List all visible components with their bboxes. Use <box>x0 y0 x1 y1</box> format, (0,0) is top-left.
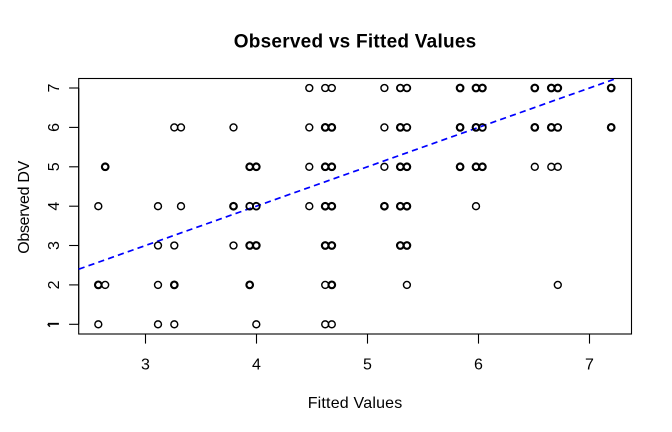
svg-text:6: 6 <box>46 123 63 132</box>
svg-text:5: 5 <box>46 162 63 171</box>
svg-text:Fitted Values: Fitted Values <box>308 395 403 412</box>
svg-text:Observed vs Fitted Values: Observed vs Fitted Values <box>234 31 477 52</box>
svg-text:Observed DV: Observed DV <box>16 160 33 253</box>
svg-text:7: 7 <box>585 356 594 373</box>
svg-text:2: 2 <box>46 280 63 289</box>
svg-text:5: 5 <box>363 356 372 373</box>
svg-text:6: 6 <box>474 356 483 373</box>
svg-text:3: 3 <box>46 241 63 250</box>
svg-text:3: 3 <box>141 356 150 373</box>
svg-text:7: 7 <box>46 83 63 92</box>
svg-text:4: 4 <box>46 202 63 211</box>
svg-text:4: 4 <box>252 356 261 373</box>
